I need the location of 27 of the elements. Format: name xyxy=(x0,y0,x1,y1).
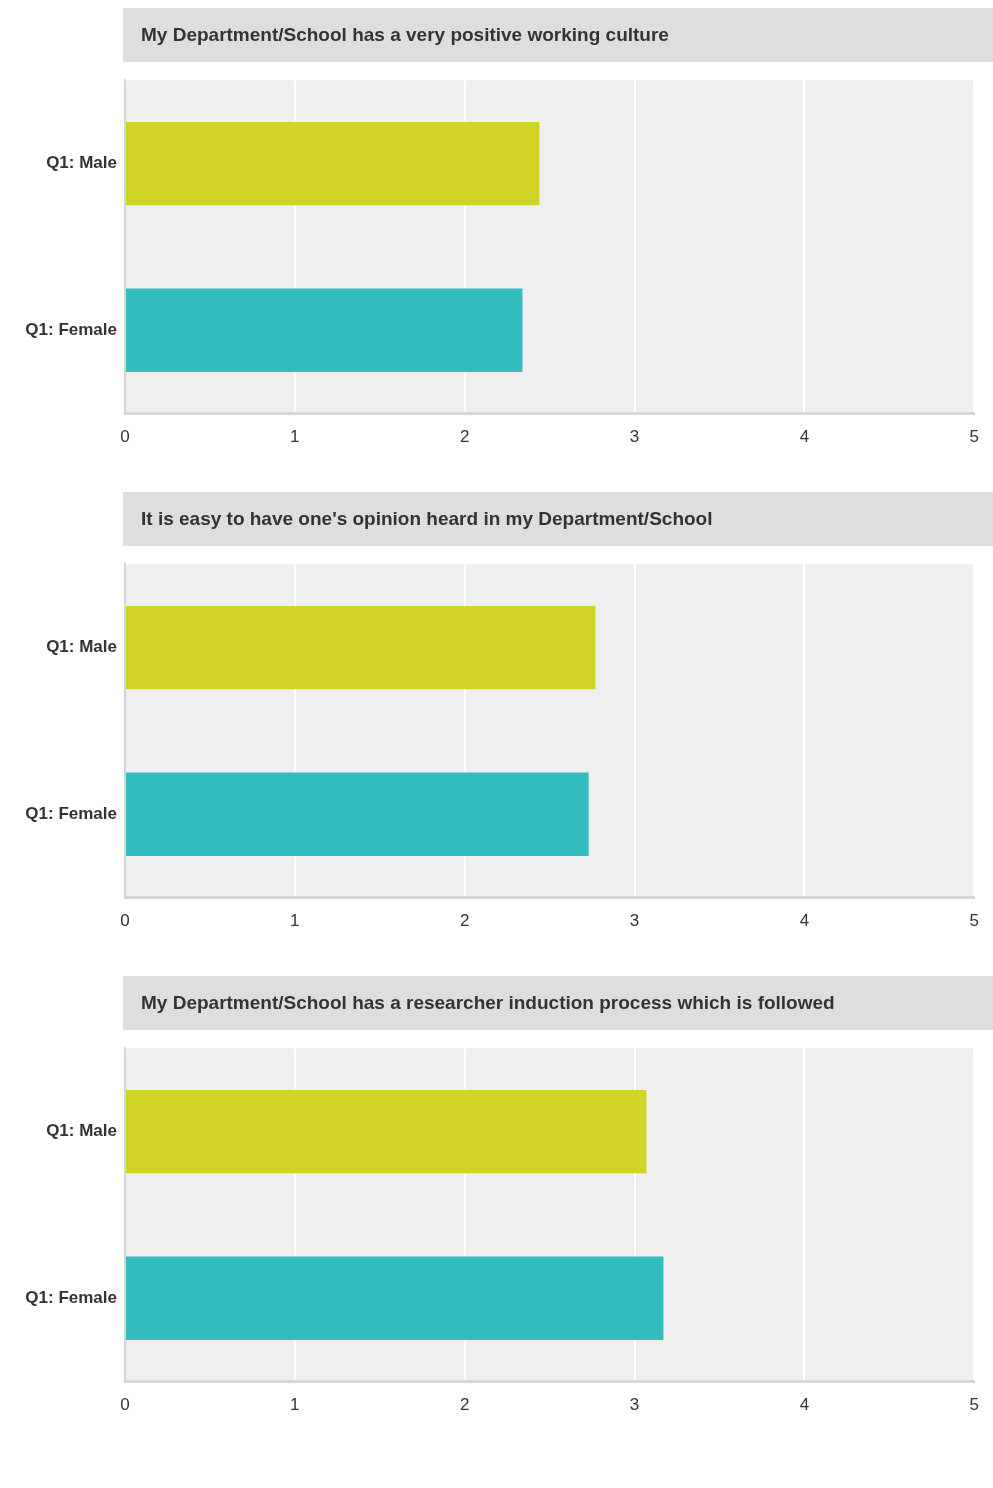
x-tick-label: 4 xyxy=(799,427,810,447)
chart-title: My Department/School has a researcher induction process which is followed xyxy=(123,976,993,1030)
chart-title: My Department/School has a very positive working culture xyxy=(123,8,993,62)
x-tick-label: 5 xyxy=(969,1395,980,1415)
x-tick-label: 0 xyxy=(120,911,130,931)
x-tick-label: 4 xyxy=(799,1395,810,1415)
y-tick-label: Q1: Female xyxy=(25,803,117,823)
x-tick-label: 2 xyxy=(459,427,470,447)
y-tick-label: Q1: Male xyxy=(46,153,117,173)
chart-title: It is easy to have one's opinion heard in my Department/School xyxy=(123,492,993,546)
y-tick-label: Q1: Female xyxy=(25,1287,117,1307)
x-tick-label: 3 xyxy=(629,911,640,931)
x-tick-label: 2 xyxy=(459,1395,470,1415)
x-tick-label: 1 xyxy=(290,427,300,447)
x-tick-label: 5 xyxy=(969,427,980,447)
y-tick-label: Q1: Male xyxy=(46,637,117,657)
x-tick-label: 2 xyxy=(459,911,470,931)
x-tick-label: 1 xyxy=(290,1395,300,1415)
x-tick-label: 5 xyxy=(969,911,980,931)
x-tick-label: 4 xyxy=(799,911,810,931)
x-tick-label: 3 xyxy=(629,427,640,447)
y-tick-label: Q1: Female xyxy=(25,319,117,339)
y-tick-label: Q1: Male xyxy=(46,1121,117,1141)
x-tick-label: 3 xyxy=(629,1395,640,1415)
x-tick-label: 1 xyxy=(290,911,300,931)
x-tick-label: 0 xyxy=(120,427,130,447)
x-tick-label: 0 xyxy=(120,1395,130,1415)
